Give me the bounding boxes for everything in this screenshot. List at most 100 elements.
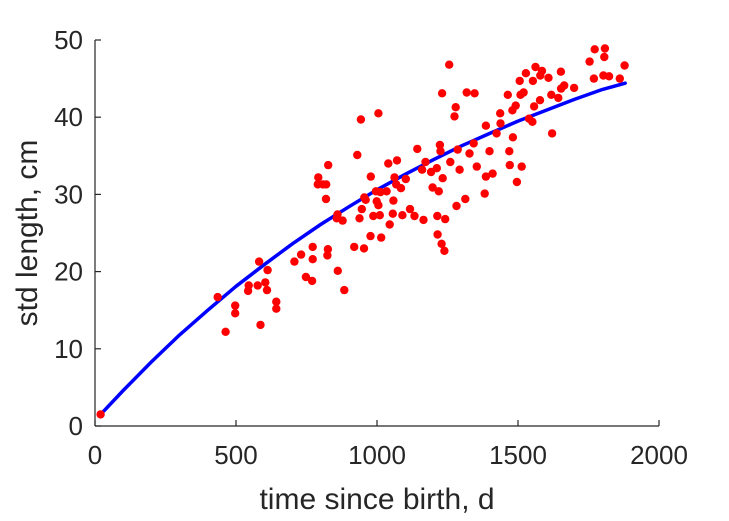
data-point [221, 327, 230, 336]
data-point [451, 103, 460, 112]
data-point [398, 211, 407, 220]
data-point [361, 195, 370, 204]
x-tick-label: 1000 [348, 440, 406, 470]
data-point [547, 90, 556, 100]
data-point [615, 74, 624, 83]
data-point [401, 174, 410, 184]
data-point [263, 265, 272, 275]
data-point [481, 121, 491, 130]
data-point [321, 194, 331, 204]
data-point [492, 129, 501, 138]
data-point [508, 133, 518, 142]
data-point [436, 147, 445, 156]
data-point [435, 140, 445, 150]
data-point [374, 109, 383, 118]
data-point [333, 210, 342, 219]
x-tick-label: 1500 [489, 440, 547, 470]
data-point [440, 246, 449, 255]
data-point [585, 57, 594, 66]
data-points-layer [96, 44, 629, 419]
data-point [461, 194, 470, 204]
data-point [272, 297, 281, 306]
data-point [531, 62, 540, 72]
data-point [441, 214, 450, 224]
data-point [323, 251, 332, 260]
data-point [253, 281, 262, 290]
data-point [433, 211, 442, 221]
data-point [428, 183, 437, 192]
data-point [231, 301, 240, 310]
data-point [462, 88, 471, 97]
data-point [604, 72, 614, 81]
y-tick-label: 40 [54, 102, 83, 132]
x-axis-title: time since birth, d [259, 483, 494, 516]
data-point [322, 180, 331, 189]
data-point [388, 209, 397, 218]
data-point [244, 281, 253, 290]
y-tick-label: 0 [69, 411, 83, 441]
data-point [544, 73, 553, 83]
data-point [528, 117, 537, 127]
data-point [421, 157, 430, 167]
data-point [469, 139, 478, 148]
data-point [356, 115, 366, 124]
data-point [455, 165, 464, 174]
data-point [340, 285, 349, 295]
data-point [389, 196, 398, 205]
data-point [465, 149, 474, 158]
y-axis-title: std length, cm [11, 140, 44, 327]
data-point [503, 90, 512, 100]
data-point [256, 320, 265, 330]
data-point [600, 44, 610, 53]
data-point [324, 160, 333, 170]
data-point [308, 255, 317, 264]
data-point [375, 211, 384, 220]
y-ticks: 0 10 20 30 40 50 [54, 25, 101, 441]
data-point [369, 211, 378, 221]
data-point [496, 119, 505, 128]
data-point [390, 173, 399, 182]
data-point [357, 204, 366, 214]
data-point [359, 244, 369, 253]
data-point [560, 81, 569, 90]
data-point [589, 74, 599, 83]
data-point [308, 242, 317, 252]
data-point [452, 201, 461, 211]
x-ticks: 0 500 1000 1500 2000 [88, 420, 688, 470]
x-tick-label: 500 [214, 440, 257, 470]
data-point [392, 156, 402, 165]
data-point [355, 214, 364, 223]
data-point [323, 245, 333, 254]
data-point [453, 145, 462, 154]
data-point [254, 257, 264, 266]
data-point [410, 211, 419, 221]
data-point [554, 93, 563, 103]
data-point [590, 45, 599, 54]
y-tick-label: 30 [54, 179, 83, 209]
data-point [432, 164, 441, 173]
data-point [450, 112, 459, 121]
data-point [296, 250, 306, 259]
data-point [385, 220, 394, 229]
data-point [512, 177, 522, 187]
data-point [445, 60, 454, 69]
data-point [470, 89, 479, 98]
data-point [569, 83, 579, 93]
data-point [307, 276, 317, 286]
data-point [438, 174, 447, 183]
data-point [437, 239, 446, 248]
data-point [261, 278, 270, 287]
data-point [96, 410, 105, 419]
data-point [600, 52, 609, 62]
data-point [472, 162, 481, 171]
data-point [338, 216, 347, 225]
data-point [262, 285, 272, 295]
x-tick-label: 0 [88, 440, 102, 470]
data-point [290, 257, 299, 266]
data-point [620, 61, 629, 70]
data-point [511, 101, 520, 110]
data-point [537, 66, 547, 76]
data-point [376, 187, 385, 197]
data-point [528, 76, 538, 86]
